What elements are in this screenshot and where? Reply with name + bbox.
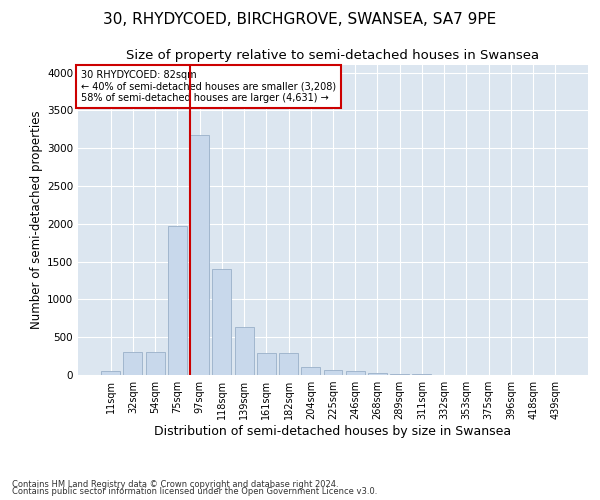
Y-axis label: Number of semi-detached properties: Number of semi-detached properties: [30, 110, 43, 330]
X-axis label: Distribution of semi-detached houses by size in Swansea: Distribution of semi-detached houses by …: [154, 425, 512, 438]
Text: Contains HM Land Registry data © Crown copyright and database right 2024.: Contains HM Land Registry data © Crown c…: [12, 480, 338, 489]
Bar: [390, 374, 409, 375]
Bar: [168, 226, 187, 375]
Bar: [124, 352, 142, 375]
Text: 30 RHYDYCOED: 82sqm
← 40% of semi-detached houses are smaller (3,208)
58% of sem: 30 RHYDYCOED: 82sqm ← 40% of semi-detach…: [80, 70, 335, 103]
Bar: [257, 352, 276, 375]
Bar: [368, 372, 387, 375]
Text: 30, RHYDYCOED, BIRCHGROVE, SWANSEA, SA7 9PE: 30, RHYDYCOED, BIRCHGROVE, SWANSEA, SA7 …: [103, 12, 497, 28]
Bar: [301, 366, 320, 375]
Bar: [235, 326, 254, 375]
Text: Contains public sector information licensed under the Open Government Licence v3: Contains public sector information licen…: [12, 488, 377, 496]
Bar: [412, 374, 431, 375]
Bar: [212, 269, 231, 375]
Bar: [146, 352, 164, 375]
Bar: [279, 352, 298, 375]
Title: Size of property relative to semi-detached houses in Swansea: Size of property relative to semi-detach…: [127, 50, 539, 62]
Bar: [346, 371, 365, 375]
Bar: [323, 370, 343, 375]
Bar: [190, 136, 209, 375]
Bar: [101, 371, 120, 375]
